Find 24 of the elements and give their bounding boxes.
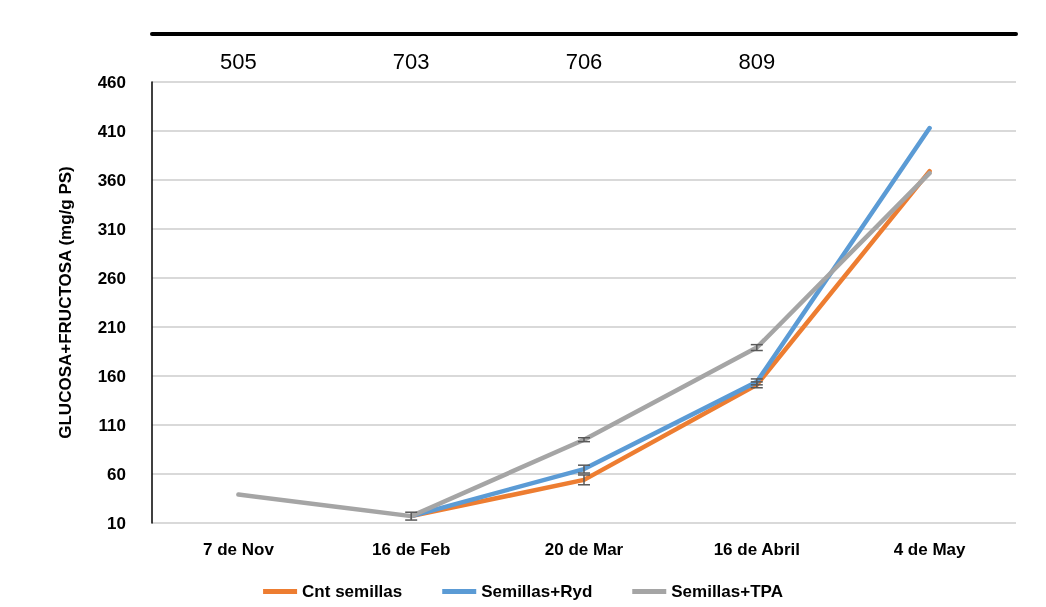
x-tick-label: 4 de May: [893, 540, 967, 559]
y-tick-label: 160: [97, 366, 126, 386]
y-tick-label: 260: [97, 268, 126, 288]
x-tick-label: 20 de Mar: [544, 540, 624, 559]
text: 505: [220, 48, 257, 74]
legend-label: Cnt semillas: [302, 582, 403, 601]
line-series: [236, 170, 932, 519]
y-tick-label: 460: [97, 72, 126, 92]
y-tick-label: 360: [97, 170, 126, 190]
y-tick-label: 10: [107, 513, 126, 533]
y-tick-label: 310: [97, 219, 126, 239]
x-tick-label: 16 de Abril: [713, 540, 800, 559]
text: 809: [738, 48, 776, 74]
text: 703: [392, 48, 430, 74]
y-tick-label: 60: [107, 464, 126, 484]
x-tick-label: 7 de Nov: [202, 540, 275, 559]
text: 706: [565, 48, 603, 74]
y-tick-label: 410: [97, 121, 126, 141]
y-tick-label: 210: [97, 317, 126, 337]
legend-label: Semillas+TPA: [671, 582, 783, 601]
y-axis-title: GLUCOSA+FRUCTOSA (mg/g PS): [56, 166, 75, 439]
legend-label: Semillas+Ryd: [481, 582, 593, 601]
y-tick-label: 110: [98, 415, 126, 435]
x-tick-label: 16 de Feb: [371, 540, 451, 559]
